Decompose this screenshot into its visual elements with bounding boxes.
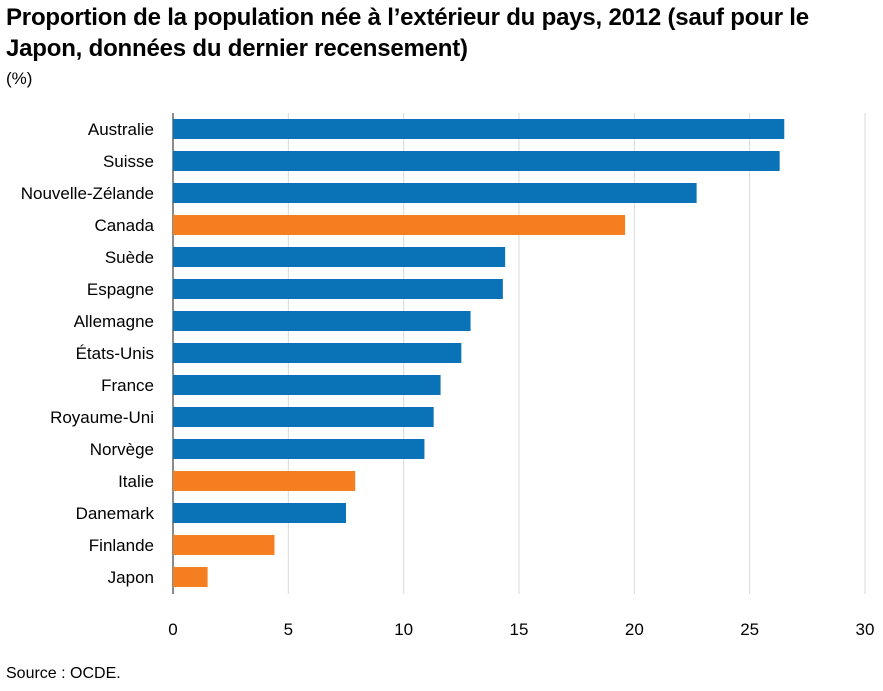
x-tick-label: 25 [740, 620, 759, 639]
category-label: Danemark [76, 504, 155, 523]
category-label: Suisse [103, 152, 154, 171]
bar-chart: Australie Suisse Nouvelle-Zélande Canada Suè… [21, 113, 874, 639]
x-tick-label: 15 [510, 620, 529, 639]
category-label: France [101, 376, 154, 395]
x-tick-label: 10 [394, 620, 413, 639]
category-labels: Australie Suisse Nouvelle-Zélande Canada Suè… [21, 120, 155, 587]
bar [173, 375, 441, 395]
x-tick-label: 5 [284, 620, 293, 639]
bar [173, 471, 356, 491]
chart-title: Proportion de la population née à l’exté… [6, 4, 809, 62]
source-note: Source : OCDE. [6, 665, 121, 682]
x-tick-label: 30 [856, 620, 875, 639]
bar [173, 503, 346, 523]
x-tick-labels: 0 5 10 15 20 25 30 [168, 620, 874, 639]
bar [173, 119, 785, 139]
category-label: Suède [105, 248, 154, 267]
category-label: Italie [118, 472, 154, 491]
bar [173, 567, 208, 587]
bar [173, 407, 434, 427]
category-label: Norvège [90, 440, 154, 459]
category-label: Nouvelle-Zélande [21, 184, 154, 203]
category-label: Canada [94, 216, 154, 235]
unit-label: (%) [6, 69, 33, 88]
bar [173, 215, 626, 235]
category-label: Finlande [89, 536, 154, 555]
x-tick-label: 0 [168, 620, 177, 639]
bars [173, 119, 785, 587]
bar [173, 279, 503, 299]
category-label: Royaume-Uni [50, 408, 154, 427]
bar [173, 343, 462, 363]
bar [173, 183, 697, 203]
x-tick-label: 20 [625, 620, 644, 639]
category-label: États-Unis [76, 344, 154, 363]
category-label: Australie [88, 120, 154, 139]
category-label: Japon [108, 568, 154, 587]
bar [173, 247, 506, 267]
bar [173, 311, 471, 331]
bar [173, 535, 275, 555]
category-label: Espagne [87, 280, 154, 299]
bar [173, 439, 425, 459]
bar [173, 151, 780, 171]
category-label: Allemagne [74, 312, 154, 331]
